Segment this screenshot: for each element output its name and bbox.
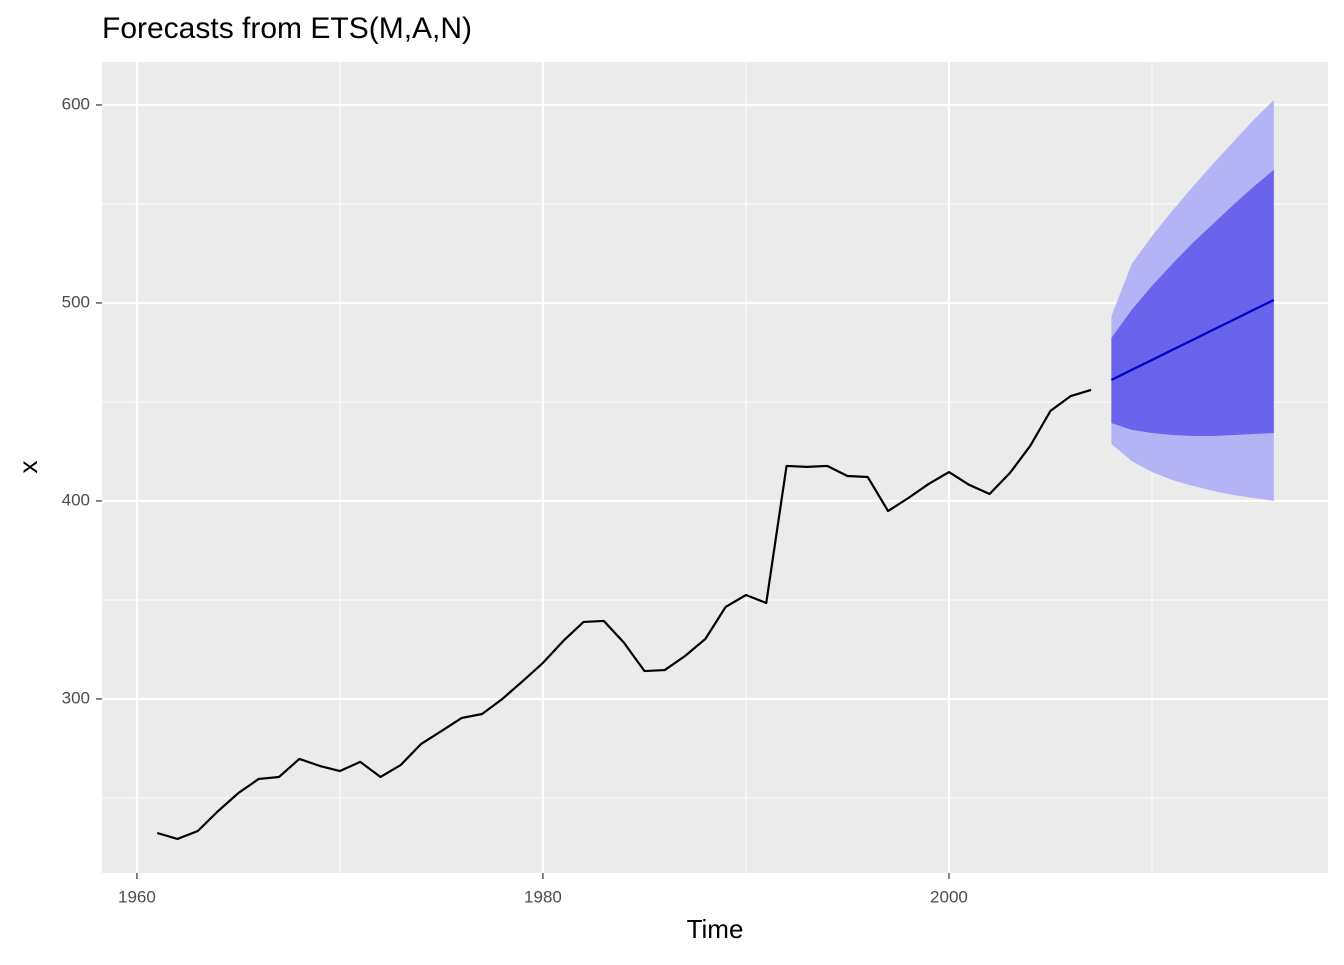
series-line	[156, 388, 1092, 841]
x-axis-title: Time	[687, 914, 744, 944]
y-tick-label: 600	[62, 94, 90, 113]
x-tick-label: 1960	[118, 887, 156, 906]
series-line	[1110, 299, 1275, 381]
y-tick-label: 500	[62, 292, 90, 311]
y-axis-title: x	[13, 461, 43, 474]
x-tick-label: 1980	[524, 887, 562, 906]
prediction-interval	[1111, 169, 1274, 437]
chart-title: Forecasts from ETS(M,A,N)	[102, 12, 472, 45]
y-tick-label: 300	[62, 688, 90, 707]
x-tick-label: 2000	[930, 887, 968, 906]
y-tick-label: 400	[62, 490, 90, 509]
plot-background	[102, 62, 1328, 873]
